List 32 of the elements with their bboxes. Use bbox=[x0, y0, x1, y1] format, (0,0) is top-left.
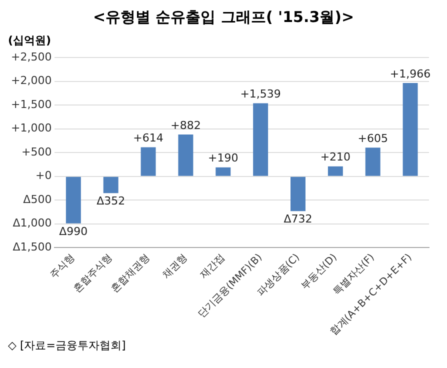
y-tick-label: +1,500 bbox=[10, 98, 52, 111]
chart-title: <유형별 순유출입 그래프( '15.3월)> bbox=[92, 8, 356, 27]
bar bbox=[402, 82, 418, 176]
bar bbox=[290, 176, 306, 212]
y-tick-label: +1,000 bbox=[10, 122, 52, 135]
y-tick-label: +2,500 bbox=[10, 50, 52, 64]
bar bbox=[253, 103, 268, 176]
y-axis-title: (십억원) bbox=[8, 33, 52, 48]
text: ◇ [자료=금융투자협회] bbox=[8, 338, 127, 353]
y-tick-label: Δ1,500 bbox=[12, 240, 52, 254]
y-tick-label: Δ500 bbox=[23, 192, 52, 206]
bar bbox=[365, 148, 380, 176]
bar bbox=[178, 134, 194, 176]
y-tick-label: +2,000 bbox=[10, 74, 52, 88]
data-label: +1,966 bbox=[390, 67, 431, 80]
data-label: Δ352 bbox=[96, 194, 126, 208]
bar bbox=[66, 176, 81, 224]
data-label: Δ732 bbox=[284, 212, 312, 226]
data-label: +210 bbox=[320, 150, 351, 164]
y-tick-label: +500 bbox=[21, 145, 52, 158]
data-label: +882 bbox=[170, 118, 201, 132]
data-label: Δ990 bbox=[59, 224, 88, 238]
data-label: +614 bbox=[133, 132, 164, 145]
bar bbox=[328, 166, 343, 176]
data-label: +1,539 bbox=[240, 88, 281, 101]
y-tick-label: +0 bbox=[35, 169, 52, 182]
bar bbox=[140, 147, 156, 176]
data-label: +190 bbox=[208, 152, 238, 165]
y-tick-label: Δ1,000 bbox=[12, 216, 52, 230]
bar bbox=[103, 176, 118, 194]
bar bbox=[216, 167, 231, 176]
data-label: +605 bbox=[358, 132, 388, 145]
